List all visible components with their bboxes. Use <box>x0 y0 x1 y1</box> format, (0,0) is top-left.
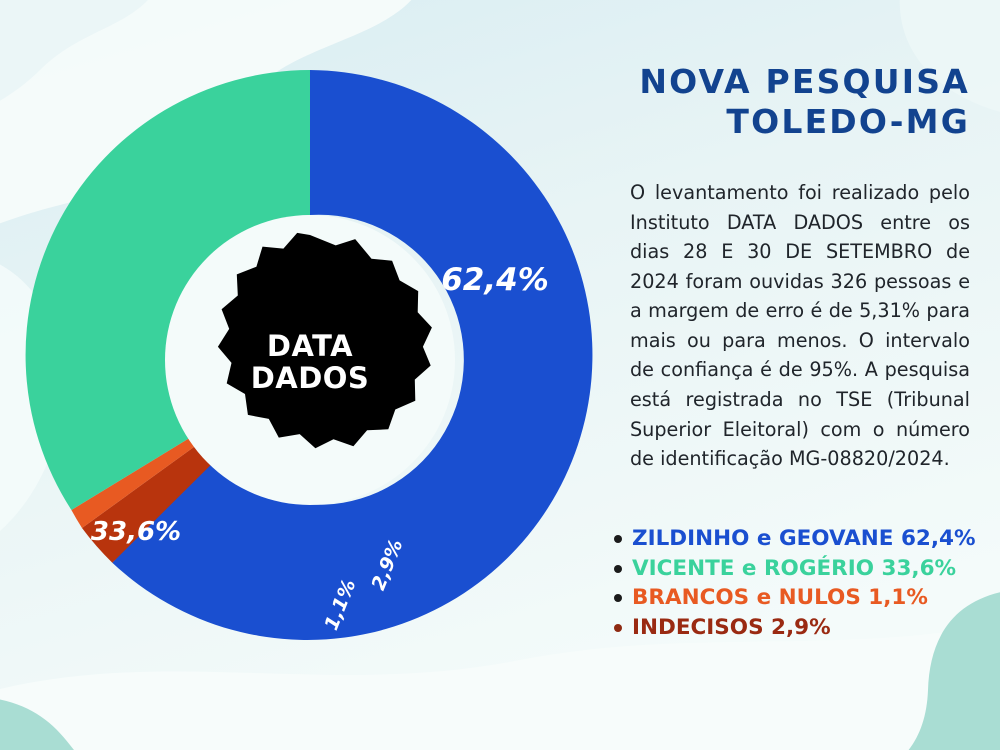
legend-list: ZILDINHO e GEOVANE 62,4% VICENTE e ROGÉR… <box>598 524 1000 643</box>
starburst-shape <box>217 232 432 449</box>
legend-item-vicente: VICENTE e ROGÉRIO 33,6% <box>598 554 1000 584</box>
legend-bullet-icon <box>614 594 622 603</box>
legend-bullet-icon <box>614 535 622 543</box>
slice-label-zildinho: 62,4% <box>441 262 549 298</box>
blob-white-topleft-2 <box>0 0 148 101</box>
legend-bullet-icon <box>614 623 622 632</box>
blob-white-topright <box>899 0 1000 112</box>
legend-item-brancos: BRANCOS e NULOS 1,1% <box>598 583 1000 613</box>
donut-segments <box>25 70 593 640</box>
blob-teal-bottomright <box>908 592 1000 750</box>
segment-darkred <box>82 442 216 563</box>
blob-teal-bottomleft-2 <box>0 699 75 750</box>
legend-item-zildinho: ZILDINHO e GEOVANE 62,4% <box>598 524 1000 554</box>
legend-label: INDECISOS 2,9% <box>632 614 831 640</box>
blob-white-bottom <box>0 623 1000 750</box>
badge-line-1: DATA <box>267 329 353 363</box>
right-panel: NOVA PESQUISA TOLEDO-MG O levantamento f… <box>598 0 1000 750</box>
data-dados-badge: DATA DADOS <box>217 232 432 449</box>
slice-label-vicente: 33,6% <box>91 517 181 547</box>
legend-label: ZILDINHO e GEOVANE 62,4% <box>632 526 976 551</box>
segment-orange <box>71 434 201 528</box>
legend-label: BRANCOS e NULOS 1,1% <box>632 585 928 611</box>
page-title: NOVA PESQUISA TOLEDO-MG <box>598 62 970 143</box>
methodology-paragraph: O levantamento foi realizado pelo Instit… <box>630 181 970 471</box>
segment-blue <box>112 70 593 640</box>
badge-line-2: DADOS <box>251 361 370 395</box>
title-line-2: TOLEDO-MG <box>726 102 970 142</box>
legend-item-indecisos: INDECISOS 2,9% <box>598 613 1000 643</box>
title-line-1: NOVA PESQUISA <box>639 62 970 101</box>
segment-green <box>25 70 310 510</box>
donut-chart: DATA DADOS 62,4% 33,6% 1,1% 2,9% <box>10 55 610 665</box>
legend-label: VICENTE e ROGÉRIO 33,6% <box>632 555 957 581</box>
legend-bullet-icon <box>614 564 622 573</box>
